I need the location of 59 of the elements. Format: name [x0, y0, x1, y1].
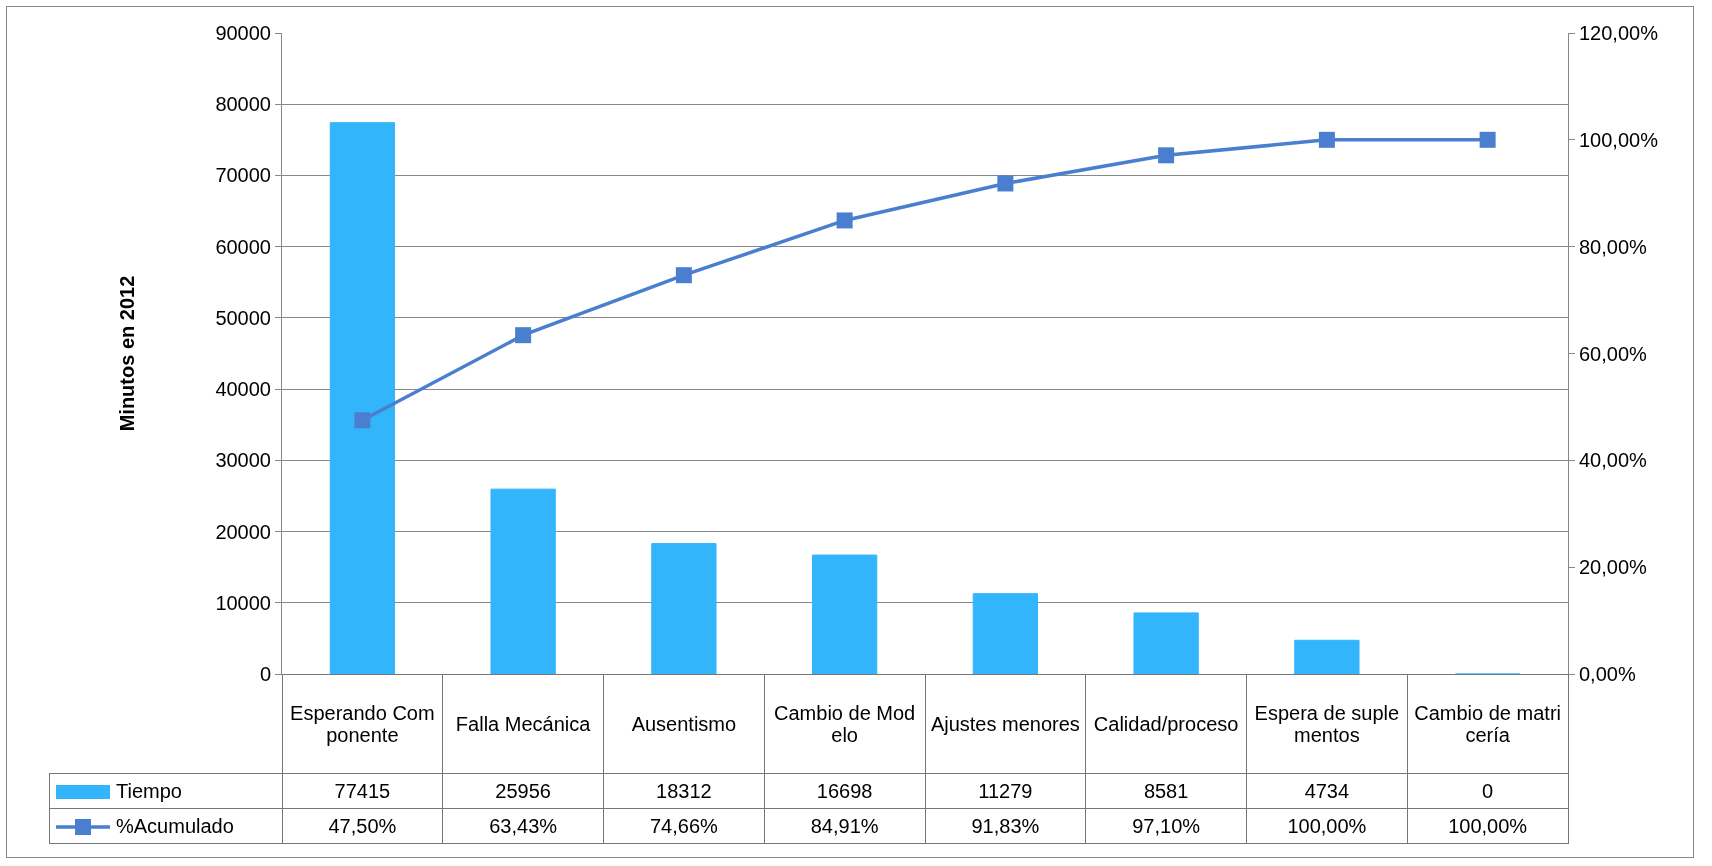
point [515, 327, 532, 344]
y-tick-label: 90000 [215, 22, 271, 44]
data-label: 18312 [603, 773, 765, 809]
bar [811, 554, 878, 674]
bar [651, 543, 717, 674]
bar [329, 122, 396, 674]
y2-tick-label: 0,00% [1579, 663, 1636, 685]
y2-tick-label: 20,00% [1579, 556, 1648, 579]
y2-tick-label: 60,00% [1579, 342, 1648, 365]
point [675, 267, 692, 284]
y2-tick-label: 120,00% [1579, 22, 1659, 44]
x-tick-label: Calidad/proceso [1085, 674, 1247, 774]
y2-tick-label: 100,00% [1579, 128, 1659, 151]
x-tick-label: Ajustes menores [925, 674, 1086, 774]
point [354, 412, 371, 429]
y2-tick-label: 80,00% [1579, 235, 1648, 258]
y-tick-label: 80000 [215, 93, 271, 116]
data-label: 4734 [1246, 773, 1408, 809]
y-tick-label: 20000 [215, 520, 271, 543]
data-label: 100,00% [1407, 808, 1568, 844]
data-label: 11279 [925, 773, 1086, 809]
point [1318, 131, 1335, 148]
bar [1294, 639, 1360, 674]
data-label: 0 [1407, 773, 1568, 809]
data-label: 8581 [1085, 773, 1247, 809]
bar [490, 488, 556, 674]
y-axis-title: Minutos en 2012 [115, 275, 138, 432]
bar [1133, 612, 1199, 674]
y-tick-label: 10000 [215, 591, 271, 614]
data-label: 91,83% [925, 808, 1086, 844]
data-label: 77415 [282, 773, 443, 809]
x-tick-label: Esperando Componente [282, 674, 443, 774]
x-tick-label: Cambio de Modelo [764, 674, 925, 774]
y-tick-label: 50000 [215, 306, 271, 329]
data-label: 84,91% [764, 808, 925, 844]
y2-tick-label: 40,00% [1579, 449, 1648, 472]
y-tick-label: 70000 [215, 164, 271, 187]
y-tick-label: 40000 [215, 378, 271, 401]
x-tick-label: Cambio de matricería [1407, 674, 1568, 774]
x-tick-label: Falla Mecánica [442, 674, 604, 774]
legend-label: %Acumulado [116, 814, 234, 837]
legend-label: Tiempo [116, 779, 182, 802]
data-label: 97,10% [1085, 808, 1247, 844]
data-label: 100,00% [1246, 808, 1408, 844]
y-tick-label: 30000 [215, 449, 271, 472]
y-tick-label: 60000 [215, 235, 271, 258]
point [836, 212, 853, 229]
data-label: 74,66% [603, 808, 765, 844]
x-tick-label: Espera de suplementos [1246, 674, 1408, 774]
point [997, 175, 1014, 192]
data-label: 25956 [442, 773, 604, 809]
bar [972, 593, 1039, 674]
point [1479, 131, 1496, 148]
point [1158, 147, 1175, 164]
data-label: 16698 [764, 773, 925, 809]
data-label: 47,50% [282, 808, 443, 844]
x-tick-label: Ausentismo [603, 674, 765, 774]
data-label: 63,43% [442, 808, 604, 844]
y-tick-label: 0 [259, 663, 271, 685]
